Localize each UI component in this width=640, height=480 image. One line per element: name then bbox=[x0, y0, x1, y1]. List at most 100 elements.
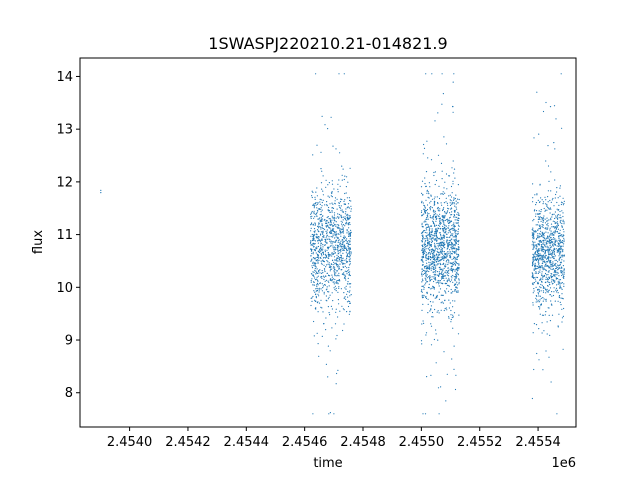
scatter-point bbox=[339, 280, 341, 282]
scatter-point bbox=[323, 219, 325, 221]
scatter-point bbox=[316, 256, 318, 259]
scatter-point bbox=[538, 224, 540, 226]
scatter-point bbox=[345, 298, 347, 300]
scatter-point bbox=[539, 224, 541, 226]
scatter-point bbox=[561, 308, 563, 310]
scatter-point bbox=[560, 297, 562, 299]
scatter-point bbox=[558, 252, 560, 254]
scatter-point bbox=[348, 250, 350, 252]
scatter-point bbox=[320, 233, 322, 235]
scatter-point bbox=[444, 265, 446, 267]
scatter-point bbox=[444, 247, 446, 249]
scatter-point bbox=[421, 232, 423, 234]
scatter-point bbox=[455, 239, 457, 241]
scatter-point bbox=[331, 274, 333, 276]
scatter-point bbox=[452, 306, 454, 308]
scatter-point bbox=[341, 305, 343, 307]
scatter-point bbox=[311, 222, 313, 224]
scatter-point bbox=[451, 203, 453, 205]
scatter-point bbox=[541, 332, 543, 334]
scatter-point bbox=[439, 220, 441, 222]
scatter-point bbox=[349, 199, 351, 202]
scatter-point bbox=[425, 275, 427, 278]
scatter-point bbox=[326, 272, 328, 274]
scatter-point bbox=[338, 179, 340, 181]
scatter-point bbox=[317, 218, 319, 220]
scatter-point bbox=[425, 252, 427, 254]
scatter-point bbox=[334, 323, 337, 325]
scatter-point bbox=[426, 235, 428, 237]
scatter-point bbox=[439, 282, 441, 284]
scatter-point bbox=[532, 258, 534, 260]
scatter-point bbox=[457, 224, 460, 226]
scatter-point bbox=[440, 256, 442, 258]
scatter-point bbox=[424, 211, 426, 213]
scatter-point bbox=[563, 231, 565, 233]
scatter-point bbox=[335, 259, 337, 261]
scatter-point bbox=[327, 221, 329, 223]
scatter-point bbox=[539, 254, 541, 256]
scatter-point bbox=[457, 290, 459, 292]
scatter-point bbox=[547, 307, 549, 309]
scatter-point bbox=[345, 271, 348, 273]
scatter-point bbox=[333, 217, 335, 219]
scatter-point bbox=[544, 245, 546, 247]
scatter-point bbox=[332, 247, 334, 249]
scatter-point bbox=[343, 249, 345, 251]
scatter-point bbox=[327, 195, 329, 197]
scatter-point bbox=[426, 208, 429, 211]
scatter-point bbox=[324, 228, 326, 230]
scatter-point bbox=[532, 238, 534, 240]
scatter-point bbox=[422, 256, 424, 258]
scatter-point bbox=[449, 281, 451, 283]
scatter-point bbox=[561, 282, 563, 284]
scatter-point bbox=[540, 290, 542, 292]
scatter-point bbox=[421, 270, 423, 272]
scatter-point bbox=[322, 285, 324, 287]
scatter-point bbox=[544, 227, 546, 229]
scatter-point bbox=[559, 286, 561, 288]
scatter-point bbox=[348, 207, 350, 209]
scatter-point bbox=[344, 275, 347, 277]
scatter-point bbox=[337, 236, 339, 238]
scatter-point bbox=[336, 270, 339, 272]
scatter-point bbox=[562, 249, 564, 251]
scatter-point bbox=[454, 259, 456, 261]
scatter-point bbox=[315, 247, 317, 249]
scatter-point bbox=[437, 112, 439, 114]
scatter-point bbox=[548, 253, 550, 255]
scatter-point bbox=[447, 251, 449, 253]
scatter-point bbox=[541, 274, 543, 277]
scatter-point bbox=[422, 260, 424, 262]
scatter-point bbox=[535, 265, 537, 267]
scatter-point bbox=[312, 274, 314, 276]
scatter-point bbox=[550, 259, 552, 262]
scatter-point bbox=[448, 277, 450, 279]
scatter-point bbox=[349, 217, 351, 219]
scatter-point bbox=[557, 269, 559, 271]
scatter-point bbox=[555, 227, 558, 229]
scatter-point bbox=[341, 247, 343, 249]
scatter-point bbox=[538, 210, 540, 212]
scatter-point bbox=[452, 81, 454, 83]
scatter-point bbox=[438, 243, 440, 245]
y-tick-label: 10 bbox=[56, 281, 73, 296]
scatter-point bbox=[448, 242, 450, 244]
scatter-point bbox=[563, 254, 565, 256]
scatter-point bbox=[549, 287, 552, 289]
scatter-point bbox=[347, 203, 350, 205]
scatter-point bbox=[454, 210, 457, 212]
scatter-point bbox=[561, 222, 563, 225]
scatter-point bbox=[560, 241, 563, 243]
x-tick-label: 2.4544 bbox=[224, 435, 270, 450]
scatter-point bbox=[434, 274, 436, 276]
scatter-point bbox=[431, 241, 433, 243]
scatter-point bbox=[449, 240, 451, 242]
scatter-point bbox=[441, 103, 443, 105]
scatter-point bbox=[311, 195, 313, 197]
scatter-point bbox=[344, 287, 346, 289]
scatter-point bbox=[433, 214, 435, 216]
scatter-point bbox=[551, 295, 553, 297]
scatter-point bbox=[455, 290, 457, 292]
scatter-point bbox=[326, 234, 329, 236]
